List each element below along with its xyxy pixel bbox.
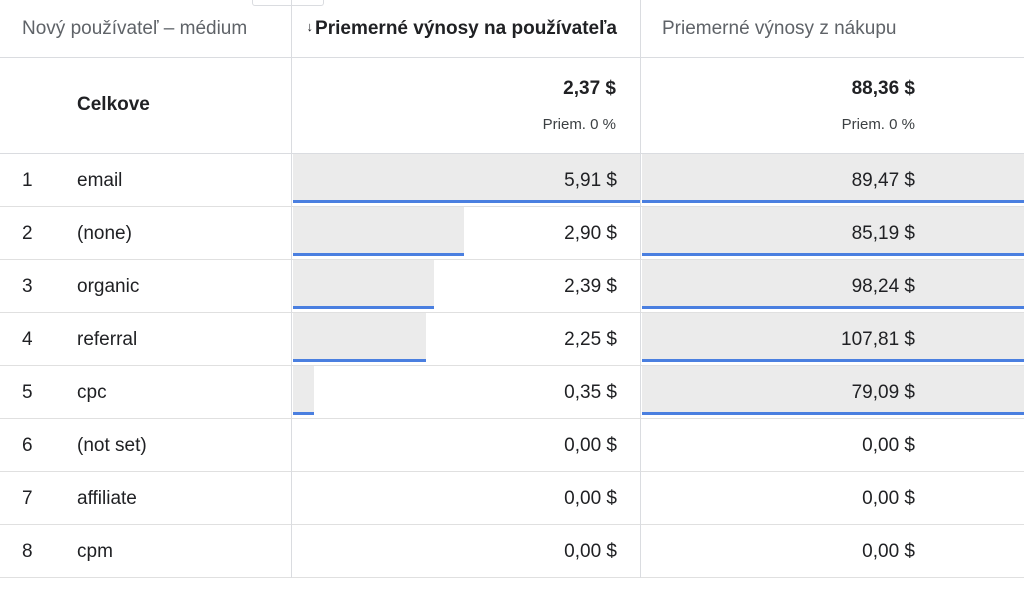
row-index: 5 bbox=[22, 382, 33, 403]
cell-avg-revenue-per-user: 0,00 $ bbox=[293, 472, 641, 524]
data-bar bbox=[293, 313, 426, 362]
data-bar bbox=[642, 366, 1024, 415]
data-bar bbox=[642, 207, 1024, 256]
cell-avg-purchase-revenue: 107,81 $ bbox=[642, 313, 1024, 365]
totals-label: Celkove bbox=[77, 94, 150, 115]
column-header-avg-revenue-per-user[interactable]: ↓ Priemerné výnosy na používateľa bbox=[292, 0, 641, 58]
cell-avg-revenue-per-user: 0,00 $ bbox=[293, 419, 641, 471]
row-index: 2 bbox=[22, 223, 33, 244]
table-row[interactable]: 2 (none) 2,90 $ 85,19 $ bbox=[0, 207, 1024, 260]
data-bar bbox=[293, 260, 434, 309]
row-index: 7 bbox=[22, 488, 33, 509]
row-medium: cpc bbox=[77, 382, 107, 403]
cell-avg-purchase-revenue: 85,19 $ bbox=[642, 207, 1024, 259]
cell-value: 2,39 $ bbox=[564, 276, 617, 297]
table-row[interactable]: 8 cpm 0,00 $ 0,00 $ bbox=[0, 525, 1024, 578]
cell-avg-purchase-revenue: 98,24 $ bbox=[642, 260, 1024, 312]
cell-value: 0,00 $ bbox=[862, 435, 915, 456]
cell-value: 89,47 $ bbox=[851, 170, 915, 191]
row-index: 6 bbox=[22, 435, 33, 456]
cell-value: 98,24 $ bbox=[851, 276, 915, 297]
cell-value: 0,00 $ bbox=[564, 488, 617, 509]
data-bar bbox=[293, 366, 314, 415]
row-medium: email bbox=[77, 170, 123, 191]
cell-avg-revenue-per-user: 0,35 $ bbox=[293, 366, 641, 418]
row-medium: (none) bbox=[77, 223, 132, 244]
data-bar bbox=[642, 260, 1024, 309]
table-row[interactable]: 6 (not set) 0,00 $ 0,00 $ bbox=[0, 419, 1024, 472]
cell-avg-revenue-per-user: 0,00 $ bbox=[293, 525, 641, 577]
row-index: 4 bbox=[22, 329, 33, 350]
cell-avg-revenue-per-user: 2,25 $ bbox=[293, 313, 641, 365]
row-index: 1 bbox=[22, 170, 33, 191]
cell-avg-revenue-per-user: 2,90 $ bbox=[293, 207, 641, 259]
cell-avg-purchase-revenue: 89,47 $ bbox=[642, 154, 1024, 206]
cell-value: 0,00 $ bbox=[862, 541, 915, 562]
data-bar bbox=[642, 154, 1024, 203]
cell-value: 0,00 $ bbox=[862, 488, 915, 509]
totals-metric1-sub: Priem. 0 % bbox=[542, 116, 616, 133]
row-medium: (not set) bbox=[77, 435, 147, 456]
column-header-medium[interactable]: Nový používateľ – médium bbox=[0, 0, 292, 58]
table-row[interactable]: 3 organic 2,39 $ 98,24 $ bbox=[0, 260, 1024, 313]
cell-value: 85,19 $ bbox=[851, 223, 915, 244]
data-bar bbox=[293, 154, 641, 203]
totals-row: Celkove 2,37 $ Priem. 0 % 88,36 $ Priem.… bbox=[0, 58, 1024, 154]
cell-avg-revenue-per-user: 5,91 $ bbox=[293, 154, 641, 206]
data-bar bbox=[642, 313, 1024, 362]
row-medium: referral bbox=[77, 329, 138, 350]
column-header-medium-label: Nový používateľ – médium bbox=[22, 17, 248, 39]
table-row[interactable]: 7 affiliate 0,00 $ 0,00 $ bbox=[0, 472, 1024, 525]
table-row[interactable]: 1 email 5,91 $ 89,47 $ bbox=[0, 154, 1024, 207]
sort-descending-icon: ↓ bbox=[306, 19, 314, 34]
column-header-avg-revenue-per-user-label: Priemerné výnosy na používateľa bbox=[315, 17, 617, 39]
cell-value: 107,81 $ bbox=[841, 329, 915, 350]
cell-avg-purchase-revenue: 79,09 $ bbox=[642, 366, 1024, 418]
row-index: 8 bbox=[22, 541, 33, 562]
cell-value: 2,25 $ bbox=[564, 329, 617, 350]
cell-avg-revenue-per-user: 2,39 $ bbox=[293, 260, 641, 312]
cell-value: 0,35 $ bbox=[564, 382, 617, 403]
table-row[interactable]: 4 referral 2,25 $ 107,81 $ bbox=[0, 313, 1024, 366]
cell-value: 0,00 $ bbox=[564, 435, 617, 456]
cell-value: 2,90 $ bbox=[564, 223, 617, 244]
cell-value: 0,00 $ bbox=[564, 541, 617, 562]
cell-avg-purchase-revenue: 0,00 $ bbox=[642, 419, 1024, 471]
cell-value: 5,91 $ bbox=[564, 170, 617, 191]
data-bar bbox=[293, 207, 464, 256]
totals-metric1-value: 2,37 $ bbox=[563, 78, 616, 99]
row-index: 3 bbox=[22, 276, 33, 297]
row-medium: organic bbox=[77, 276, 140, 297]
cell-value: 79,09 $ bbox=[851, 382, 915, 403]
totals-metric2-sub: Priem. 0 % bbox=[841, 116, 915, 133]
cell-avg-purchase-revenue: 0,00 $ bbox=[642, 472, 1024, 524]
table-row[interactable]: 5 cpc 0,35 $ 79,09 $ bbox=[0, 366, 1024, 419]
column-divider bbox=[291, 0, 292, 578]
table-top-handle bbox=[252, 0, 324, 6]
totals-metric2-value: 88,36 $ bbox=[851, 78, 915, 99]
column-header-avg-purchase-revenue[interactable]: Priemerné výnosy z nákupu bbox=[641, 0, 1024, 58]
row-medium: affiliate bbox=[77, 488, 137, 509]
row-medium: cpm bbox=[77, 541, 113, 562]
cell-avg-purchase-revenue: 0,00 $ bbox=[642, 525, 1024, 577]
column-header-avg-purchase-revenue-label: Priemerné výnosy z nákupu bbox=[662, 17, 897, 39]
column-divider bbox=[640, 0, 641, 578]
